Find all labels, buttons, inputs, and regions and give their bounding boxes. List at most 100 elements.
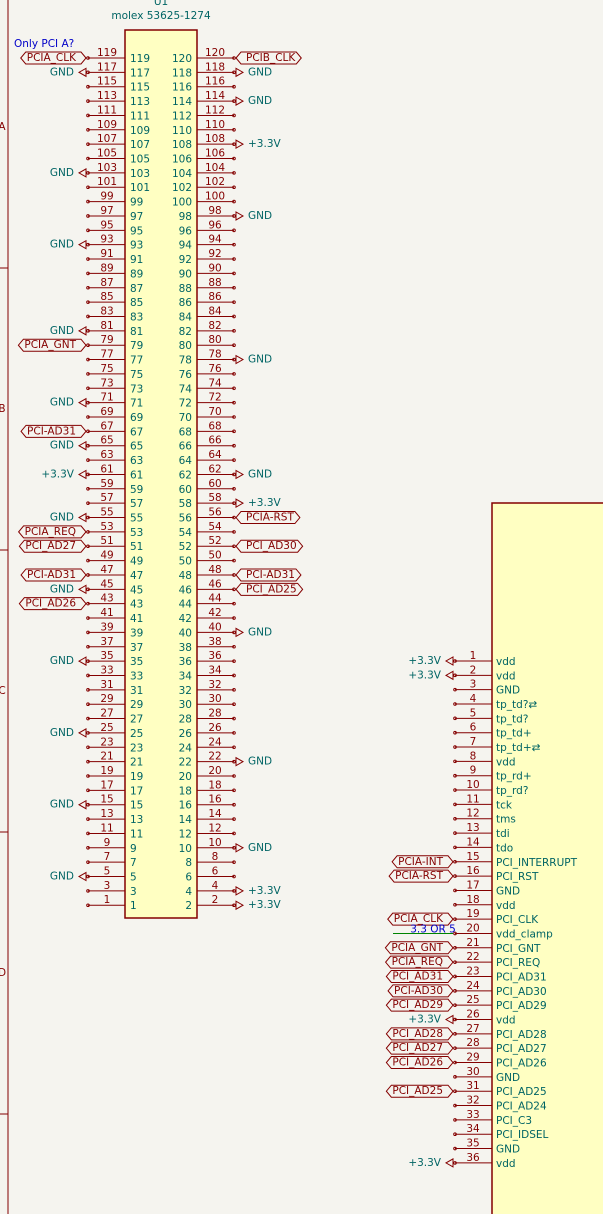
pin-name: 52	[179, 541, 192, 553]
pin-number: 51	[100, 535, 113, 547]
pin-number: 56	[208, 507, 222, 519]
net-label: PCI_AD25	[246, 583, 297, 595]
pin-end	[453, 702, 457, 706]
pin-number: 78	[208, 349, 221, 361]
pin-end	[86, 659, 90, 663]
pin-end	[232, 860, 236, 864]
pin-end	[453, 831, 457, 835]
pin-name: 13	[130, 814, 143, 826]
pin-end	[86, 199, 90, 204]
power-symbol	[77, 325, 87, 336]
power-label: GND	[50, 167, 74, 179]
pin-end	[232, 630, 236, 635]
pin-end	[232, 228, 236, 233]
pin-number: 110	[205, 119, 225, 131]
pin-number: 38	[208, 636, 221, 648]
pin-number: 89	[100, 262, 113, 274]
pin-end	[232, 185, 236, 190]
border-letter: B	[0, 403, 6, 415]
pin-name: 16	[179, 800, 193, 812]
pin-end	[86, 185, 90, 190]
pin-name: PCI_RST	[496, 871, 539, 883]
pin-number: 32	[466, 1095, 479, 1107]
pin-end	[232, 573, 236, 577]
connector-body	[124, 29, 198, 919]
pin-name: 32	[179, 685, 192, 697]
net-label: PCI_AD27	[392, 1042, 443, 1054]
pin-end	[232, 688, 236, 692]
pin-name: 79	[130, 340, 143, 352]
pin-end	[86, 515, 90, 520]
pin-end	[232, 372, 236, 376]
pin-number: 37	[100, 636, 113, 648]
pin-number: 28	[466, 1037, 479, 1049]
pin-name: 71	[130, 398, 143, 410]
net-label: PCI-AD31	[27, 569, 76, 581]
pin-number: 7	[470, 736, 477, 748]
pin-name: 66	[179, 441, 193, 453]
pin-number: 27	[100, 708, 113, 720]
pin-name: PCI_AD29	[496, 1000, 547, 1012]
pin-end	[453, 917, 457, 921]
net-label-shape	[235, 51, 302, 65]
pin-end	[232, 84, 236, 89]
pin-number: 17	[100, 779, 113, 791]
pin-number: 80	[208, 334, 221, 346]
pin-number: 71	[100, 392, 113, 404]
pin-name: 33	[130, 670, 143, 682]
pin-name: 10	[179, 843, 192, 855]
pin-name: 40	[179, 627, 192, 639]
pin-name: 28	[179, 714, 192, 726]
pin-number: 63	[100, 449, 113, 461]
power-symbol	[235, 354, 245, 365]
pin-name: 116	[172, 82, 192, 94]
pin-number: 72	[208, 392, 221, 404]
power-symbol	[235, 96, 245, 106]
pin-end	[453, 816, 457, 821]
pin-number: 19	[100, 765, 113, 777]
pin-end	[232, 314, 236, 319]
power-label: GND	[50, 325, 74, 337]
power-label: GND	[50, 397, 74, 409]
pin-number: 27	[466, 1023, 479, 1035]
pin-number: 23	[466, 965, 479, 977]
pin-name: GND	[496, 1072, 520, 1084]
pin-number: 84	[208, 305, 222, 317]
pin-name: 49	[130, 556, 143, 568]
pin-name: 54	[179, 527, 193, 539]
power-label: GND	[50, 66, 74, 78]
pin-end	[232, 487, 236, 491]
pin-end	[232, 530, 236, 534]
pin-name: 86	[179, 297, 193, 309]
pin-number: 10	[208, 837, 221, 849]
pin-number: 118	[205, 61, 225, 73]
net-label-shape	[18, 539, 87, 553]
power-symbol	[235, 211, 245, 221]
net-label-shape	[20, 51, 87, 65]
pin-name: 102	[172, 182, 192, 194]
net-label-shape	[385, 1027, 454, 1041]
pin-name: 104	[172, 168, 192, 180]
pin-name: 95	[130, 225, 143, 237]
pin-name: 84	[179, 311, 193, 323]
power-label: GND	[50, 799, 74, 811]
pin-end	[453, 1046, 457, 1050]
pin-name: 75	[130, 369, 143, 381]
pin-end	[453, 989, 457, 993]
pin-number: 53	[100, 521, 113, 533]
border-letter: A	[0, 121, 6, 133]
pin-number: 34	[466, 1123, 480, 1135]
pin-name: 25	[130, 728, 143, 740]
pin-number: 36	[208, 650, 222, 662]
pin-number: 99	[100, 191, 113, 203]
power-symbol	[235, 886, 245, 896]
pin-end	[232, 199, 236, 204]
pin-number: 66	[208, 435, 222, 447]
pin-name: 87	[130, 283, 143, 295]
pin-end	[232, 587, 236, 592]
power-symbol	[444, 1014, 454, 1025]
pin-name: PCI_AD27	[496, 1043, 547, 1055]
part-value: molex 53625-1274	[111, 10, 211, 22]
pin-number: 6	[470, 722, 477, 734]
